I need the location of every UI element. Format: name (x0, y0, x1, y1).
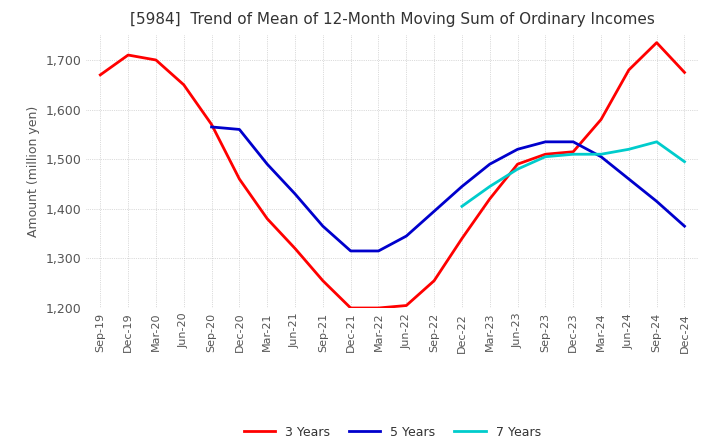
3 Years (624, 67, 633, 73)
3 Years (263, 216, 271, 221)
7 Years (569, 152, 577, 157)
5 Years (402, 234, 410, 239)
3 Years (179, 82, 188, 88)
3 Years (124, 52, 132, 58)
5 Years (624, 176, 633, 182)
7 Years (541, 154, 550, 159)
5 Years (263, 161, 271, 167)
Legend: 3 Years, 5 Years, 7 Years: 3 Years, 5 Years, 7 Years (239, 421, 546, 440)
Title: [5984]  Trend of Mean of 12-Month Moving Sum of Ordinary Incomes: [5984] Trend of Mean of 12-Month Moving … (130, 12, 654, 27)
7 Years (597, 152, 606, 157)
5 Years (207, 125, 216, 130)
Line: 7 Years: 7 Years (462, 142, 685, 206)
5 Years (652, 199, 661, 204)
3 Years (235, 176, 243, 182)
3 Years (430, 278, 438, 283)
5 Years (597, 154, 606, 159)
5 Years (485, 161, 494, 167)
Line: 5 Years: 5 Years (212, 127, 685, 251)
3 Years (485, 196, 494, 202)
3 Years (402, 303, 410, 308)
5 Years (541, 139, 550, 144)
5 Years (291, 191, 300, 197)
5 Years (235, 127, 243, 132)
7 Years (680, 159, 689, 164)
5 Years (569, 139, 577, 144)
7 Years (458, 204, 467, 209)
3 Years (597, 117, 606, 122)
7 Years (652, 139, 661, 144)
5 Years (430, 209, 438, 214)
5 Years (346, 248, 355, 253)
5 Years (318, 224, 327, 229)
5 Years (458, 184, 467, 189)
3 Years (207, 122, 216, 127)
3 Years (152, 57, 161, 62)
5 Years (680, 224, 689, 229)
Y-axis label: Amount (million yen): Amount (million yen) (27, 106, 40, 237)
3 Years (569, 149, 577, 154)
3 Years (374, 305, 383, 311)
3 Years (318, 278, 327, 283)
3 Years (458, 236, 467, 241)
5 Years (374, 248, 383, 253)
3 Years (652, 40, 661, 45)
3 Years (291, 246, 300, 251)
Line: 3 Years: 3 Years (100, 43, 685, 308)
3 Years (96, 72, 104, 77)
7 Years (624, 147, 633, 152)
3 Years (513, 161, 522, 167)
3 Years (346, 305, 355, 311)
7 Years (485, 184, 494, 189)
5 Years (513, 147, 522, 152)
3 Years (541, 152, 550, 157)
3 Years (680, 70, 689, 75)
7 Years (513, 166, 522, 172)
